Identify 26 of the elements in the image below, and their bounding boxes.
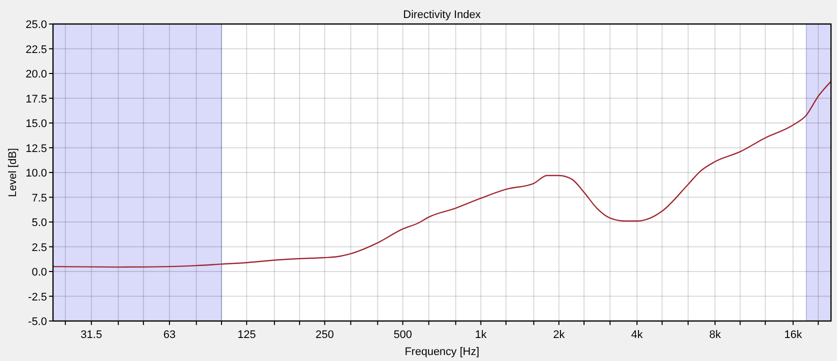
- y-tick-label: -2.5: [28, 291, 47, 304]
- x-tick-label: 125: [237, 329, 256, 341]
- x-tick-label: 2k: [553, 329, 566, 341]
- y-tick-label: 17.5: [26, 93, 47, 106]
- y-tick-label: 25.0: [26, 19, 47, 31]
- x-tick-label: 8k: [709, 329, 722, 341]
- y-tick-label: 2.5: [32, 242, 47, 254]
- y-tick-label: 10.0: [26, 168, 47, 180]
- y-tick-label: 15.0: [26, 118, 47, 130]
- x-tick-label: 16k: [784, 329, 802, 341]
- x-tick-label: 31.5: [80, 329, 102, 341]
- y-tick-label: -5.0: [28, 316, 47, 328]
- y-tick-label: 0.0: [32, 266, 47, 278]
- y-tick-label: 22.5: [26, 44, 47, 56]
- y-tick-label: 12.5: [26, 142, 47, 155]
- chart-title: Directivity Index: [403, 9, 482, 21]
- x-tick-label: 250: [316, 329, 334, 341]
- y-axis-title: Level [dB]: [7, 148, 19, 197]
- y-tick-label: 7.5: [32, 192, 47, 204]
- y-tick-label: 20.0: [26, 68, 47, 80]
- x-axis-title: Frequency [Hz]: [404, 346, 480, 358]
- y-tick-label: 5.0: [32, 217, 47, 229]
- x-tick-label: 500: [394, 329, 412, 341]
- x-tick-label: 4k: [631, 329, 644, 341]
- x-tick-label: 63: [163, 329, 176, 341]
- x-tick-label: 1k: [475, 329, 488, 341]
